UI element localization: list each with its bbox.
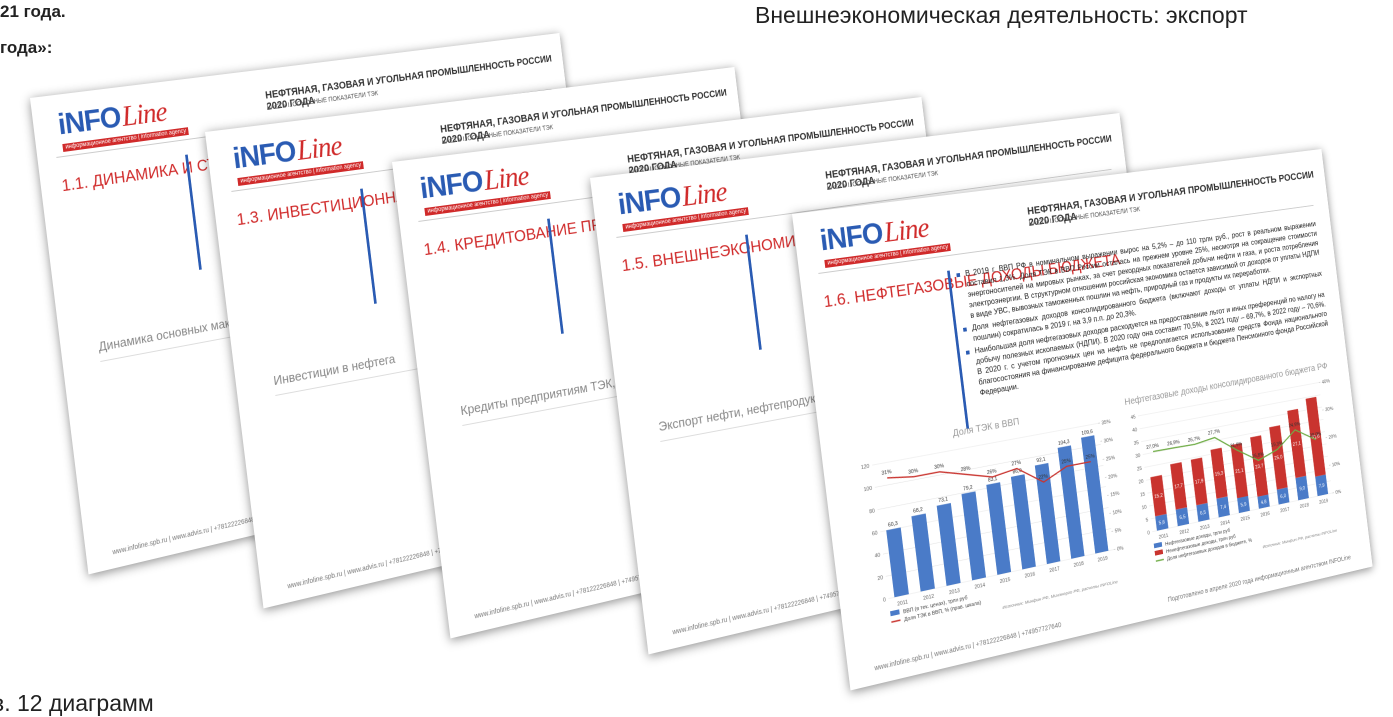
data-label: 27,7% <box>1208 429 1221 437</box>
logo-main: iNFO <box>616 181 682 221</box>
y-tick-label: 40 <box>874 553 880 560</box>
data-label: 26% <box>987 468 997 476</box>
y2-tick-label: 30% <box>1325 406 1334 413</box>
legend-swatch <box>1155 549 1164 555</box>
legend-swatch <box>890 609 900 616</box>
data-label: 28% <box>960 466 971 474</box>
y-tick-label: 35 <box>1134 440 1140 447</box>
legend-swatch <box>1154 542 1163 548</box>
bar <box>961 491 986 580</box>
y-tick-label: 120 <box>861 464 870 472</box>
x-tick-label: 2013 <box>949 588 961 596</box>
y-tick-label: 40 <box>1132 427 1138 434</box>
x-tick-label: 2014 <box>974 582 985 590</box>
y2-tick-label: 0% <box>1335 489 1342 496</box>
bar <box>1081 435 1108 553</box>
charts: Доля ТЭК в ВВП0204060801001200%5%10%15%2… <box>792 149 1373 690</box>
x-tick-label: 2013 <box>1200 524 1210 532</box>
source: Источник: Минфин РФ, расчеты INFOLine <box>1262 528 1337 550</box>
y2-tick-label: 20% <box>1108 473 1118 481</box>
header-text: Внешнеэкономическая деятельность: экспор… <box>755 2 1248 29</box>
y-tick-label: 60 <box>872 530 878 537</box>
logo-main: iNFO <box>418 165 484 205</box>
bar <box>911 513 935 591</box>
y2-tick-label: 10% <box>1332 461 1341 468</box>
footer: www.infoline.spb.ru | www.advis.ru | +78… <box>672 586 860 636</box>
x-tick-label: 2016 <box>1024 572 1035 580</box>
data-label: 30% <box>934 463 945 471</box>
legend-swatch <box>1156 559 1164 561</box>
footer: www.infoline.spb.ru | www.advis.ru | +78… <box>474 570 662 620</box>
y-tick-label: 25 <box>1137 466 1143 473</box>
data-label: 60,3 <box>888 521 898 529</box>
x-tick-label: 2012 <box>923 594 935 602</box>
header-text: года»: <box>0 38 52 58</box>
data-label: 104,3 <box>1058 439 1070 447</box>
y-tick-label: 0 <box>1147 530 1150 536</box>
logo-main: iNFO <box>231 135 297 175</box>
y-tick-label: 100 <box>863 486 872 494</box>
x-tick-label: 2019 <box>1319 498 1329 505</box>
logo-script: Line <box>680 175 728 213</box>
data-label: 73,1 <box>938 497 948 505</box>
data-label: 7,9 <box>1319 483 1325 490</box>
y-tick-label: 0 <box>883 597 887 604</box>
y2-tick-label: 35% <box>1101 419 1111 426</box>
x-tick-label: 2016 <box>1260 511 1270 518</box>
source: Источник: Минфин РФ, Минэнерго РФ, расче… <box>1002 579 1118 611</box>
bar <box>937 503 961 586</box>
header-text: 21 года. <box>0 2 66 22</box>
logo-script: Line <box>482 159 530 197</box>
data-label: 109,6 <box>1081 429 1093 437</box>
data-label: 26,9% <box>1167 439 1180 447</box>
x-tick-label: 2011 <box>897 599 908 607</box>
y2-tick-label: 30% <box>1103 437 1113 444</box>
x-tick-label: 2017 <box>1049 566 1060 574</box>
y2-tick-label: 20% <box>1328 434 1337 441</box>
data-label: 79,2 <box>963 485 973 493</box>
data-label: 27% <box>1011 460 1021 468</box>
x-tick-label: 2011 <box>1159 533 1169 541</box>
logo-script: Line <box>120 95 168 133</box>
data-label: 92,1 <box>1036 457 1046 465</box>
y-tick-label: 15 <box>1140 492 1146 499</box>
y-tick-label: 45 <box>1130 414 1136 421</box>
y2-tick-label: 10% <box>1112 509 1122 517</box>
x-tick-label: 2014 <box>1220 520 1230 528</box>
bar <box>886 527 909 597</box>
chart-title: Нефтегазовые доходы консолидированного б… <box>1124 361 1328 408</box>
x-tick-label: 2019 <box>1097 556 1108 564</box>
y-tick-label: 20 <box>877 575 883 582</box>
legend-swatch <box>891 620 900 622</box>
data-label: 9,0 <box>1299 486 1305 493</box>
y-tick-label: 80 <box>869 508 875 515</box>
data-label: 31% <box>881 469 892 477</box>
y2-tick-label: 0% <box>1117 545 1124 552</box>
y2-tick-label: 15% <box>1110 491 1120 499</box>
logo-script: Line <box>295 129 343 167</box>
y2-tick-label: 25% <box>1106 455 1116 462</box>
y-tick-label: 20 <box>1138 479 1144 486</box>
x-tick-label: 2012 <box>1179 528 1189 536</box>
x-tick-label: 2015 <box>1000 577 1011 585</box>
logo-main: iNFO <box>56 101 122 141</box>
data-label: 30% <box>908 468 919 476</box>
y2-tick-label: 40% <box>1322 379 1331 386</box>
chart-title: Доля ТЭК в ВВП <box>952 417 1020 440</box>
x-tick-label: 2015 <box>1240 515 1250 523</box>
x-tick-label: 2017 <box>1280 507 1290 514</box>
y-tick-label: 30 <box>1135 453 1141 460</box>
y-tick-label: 5 <box>1146 517 1149 523</box>
data-label: 68,2 <box>913 507 923 515</box>
bar <box>1011 474 1036 569</box>
y2-tick-label: 5% <box>1115 527 1122 534</box>
header-text: в. 12 диаграмм <box>0 690 154 717</box>
y-tick-label: 10 <box>1142 505 1148 512</box>
x-tick-label: 2018 <box>1073 561 1084 569</box>
x-tick-label: 2018 <box>1300 503 1310 510</box>
data-label: 27,0% <box>1146 443 1159 451</box>
